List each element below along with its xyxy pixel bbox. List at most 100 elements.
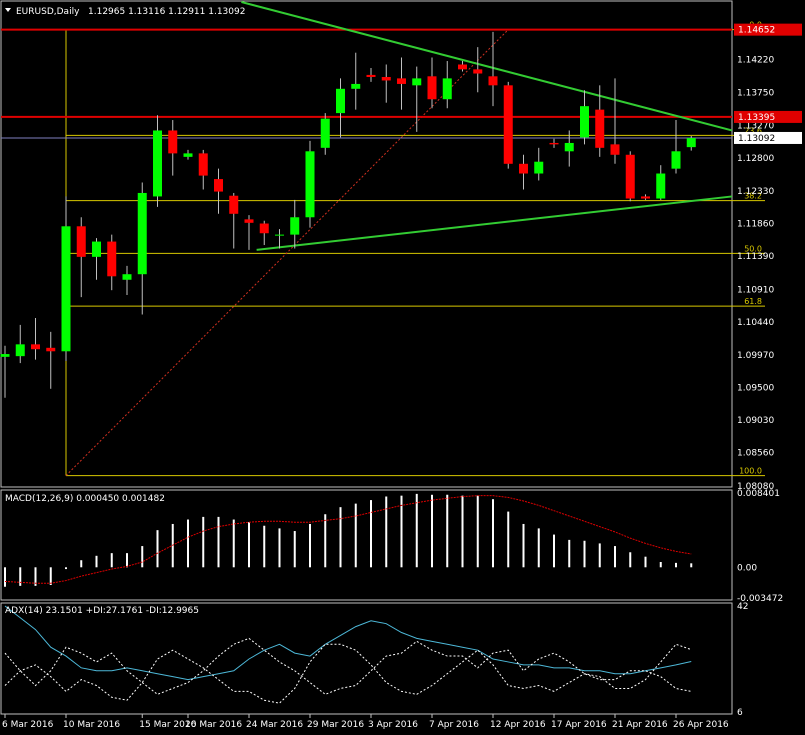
candle — [183, 149, 193, 160]
fib-level-label: 61.8 — [744, 297, 762, 306]
candle-body — [442, 78, 452, 100]
ascending-trendline — [256, 195, 733, 251]
candle-body — [427, 76, 437, 100]
price-tag-label: 1.14652 — [738, 26, 775, 36]
candle — [595, 85, 605, 157]
candle — [107, 234, 117, 291]
candle — [427, 57, 437, 109]
candle-body — [686, 138, 696, 148]
adx-tick-label: 6 — [737, 708, 743, 718]
candle — [137, 182, 147, 315]
candle-body — [381, 76, 391, 81]
candle-body — [549, 142, 559, 145]
candle — [15, 324, 25, 364]
candle-body — [15, 344, 25, 357]
candle-body — [595, 109, 605, 148]
candle — [580, 90, 589, 145]
candle-body — [641, 196, 650, 199]
candle — [0, 345, 10, 398]
chevron-down-icon[interactable] — [5, 8, 11, 12]
candle — [458, 61, 467, 72]
candle-body — [397, 78, 406, 84]
candle-body — [214, 179, 223, 192]
candle-body — [76, 226, 86, 257]
candle-body — [625, 154, 635, 199]
symbol-label: EURUSD,Daily — [16, 7, 80, 17]
candle-body — [473, 69, 483, 74]
candle — [351, 52, 361, 110]
candle — [564, 130, 574, 167]
price-tick-label: 1.09970 — [737, 351, 774, 361]
price-tick-label: 1.13270 — [737, 122, 774, 132]
adx-series-adx-line — [4, 605, 692, 681]
candle — [473, 47, 483, 93]
candle-body — [610, 144, 620, 155]
candle — [168, 120, 178, 176]
ohlc-label: 1.12965 1.13116 1.12911 1.13092 — [88, 7, 245, 17]
candle-body — [183, 153, 193, 157]
candle — [244, 215, 254, 250]
candle — [229, 192, 239, 249]
price-tag-box — [734, 23, 802, 36]
candle — [519, 154, 528, 190]
price-tick-label: 1.12330 — [737, 187, 774, 197]
candle — [397, 57, 406, 110]
candle-body — [46, 347, 56, 352]
candle — [641, 194, 650, 200]
candle — [153, 115, 162, 207]
date-tick-label: 29 Mar 2016 — [307, 720, 364, 730]
date-tick-label: 20 Mar 2016 — [185, 720, 242, 730]
candle — [503, 81, 513, 169]
fib-level-label: 50.0 — [744, 244, 762, 253]
candle-body — [259, 223, 269, 234]
candle-body — [564, 142, 574, 152]
descending-trendline — [241, 1, 733, 132]
price-tag-box — [734, 110, 802, 123]
price-tick-label: 1.12800 — [737, 154, 774, 164]
date-tick-label: 15 Mar 2016 — [139, 720, 196, 730]
main-panel-border — [0, 0, 733, 488]
candle-body — [244, 219, 254, 223]
candle — [31, 317, 40, 360]
candle-body — [229, 195, 239, 214]
price-tick-label: 1.08080 — [737, 482, 774, 492]
candle-body — [137, 192, 147, 275]
candle-body — [31, 344, 40, 350]
price-tick-label: 1.10910 — [737, 285, 774, 295]
candle — [488, 31, 498, 107]
macd-tick-label: -0.003472 — [737, 594, 783, 604]
candle — [671, 120, 681, 174]
price-tick-label: 1.10440 — [737, 318, 774, 328]
date-tick-label: 26 Apr 2016 — [673, 720, 729, 730]
price-tag-label: 1.13395 — [738, 113, 775, 123]
candle — [305, 140, 315, 228]
macd-panel — [4, 493, 693, 587]
macd-signal-line — [4, 495, 692, 584]
price-tick-label: 1.13750 — [737, 88, 774, 98]
adx-title: ADX(14) 23.1501 +DI:27.1761 -DI:12.9965 — [5, 606, 199, 616]
date-tick-label: 10 Mar 2016 — [63, 720, 120, 730]
candle-body — [122, 274, 132, 280]
price-tick-label: 1.11860 — [737, 220, 774, 230]
candle-body — [458, 64, 467, 70]
fib-level-label: 23.6 — [744, 126, 762, 135]
candle — [76, 217, 86, 298]
adx-series-di-line — [4, 643, 692, 704]
date-tick-label: 3 Apr 2016 — [368, 720, 418, 730]
macd-tick-label: 0.00 — [737, 563, 757, 573]
candle — [320, 113, 330, 155]
candle — [61, 196, 71, 362]
candle-body — [320, 118, 330, 148]
candle — [610, 78, 620, 164]
macd-panel-border — [0, 489, 733, 601]
candle-body — [488, 76, 498, 86]
fib-trend-line — [65, 29, 509, 476]
candle — [122, 265, 132, 296]
price-tag-box — [734, 131, 802, 144]
candle-body — [153, 130, 162, 197]
price-tick-label: 1.09500 — [737, 383, 774, 393]
candle-body — [0, 354, 10, 357]
candle — [366, 67, 376, 82]
candle-body — [366, 74, 376, 77]
